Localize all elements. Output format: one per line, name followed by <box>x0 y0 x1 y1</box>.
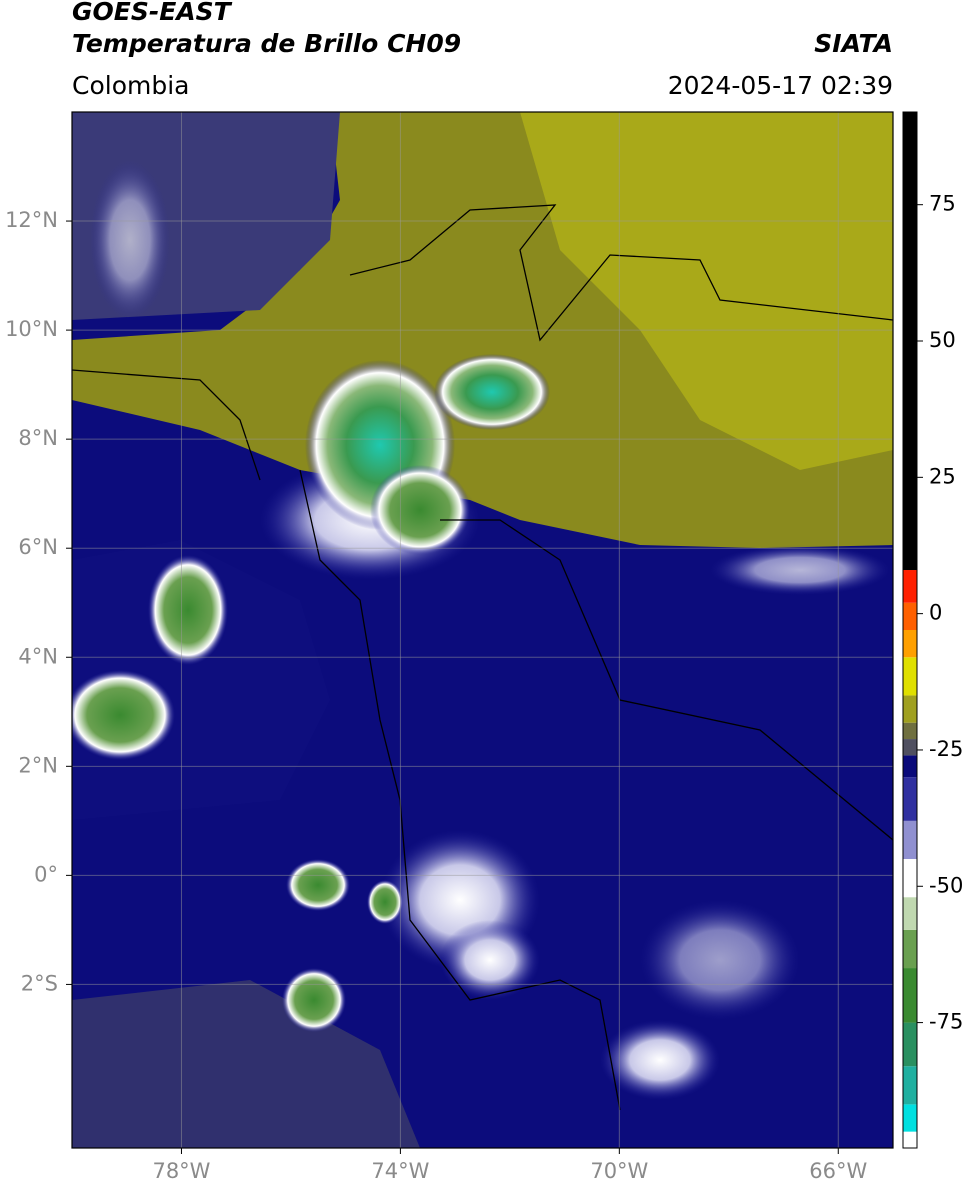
region: Colombia <box>72 71 189 100</box>
colorbar-segment <box>903 897 917 930</box>
x-tick-label: 74°W <box>371 1159 429 1183</box>
colorbar-frame <box>902 111 918 1149</box>
colorbar-segment <box>903 657 917 696</box>
colorbar-tick-label: -50 <box>929 873 963 897</box>
colorbar-tick-label: -25 <box>929 737 963 761</box>
colorbar-segment <box>903 1131 917 1148</box>
map-frame <box>71 111 894 1149</box>
colorbar-tick-label: 0 <box>929 601 942 625</box>
colorbar-tick-label: 75 <box>929 192 956 216</box>
colorbar-tick-label: -75 <box>929 1010 963 1034</box>
y-tick-label: 12°N <box>5 208 58 232</box>
colorbar-segment <box>903 777 917 821</box>
grid <box>72 112 893 1148</box>
colorbar-segment <box>903 1066 917 1105</box>
y-tick-label: 6°N <box>18 535 58 559</box>
y-tick-label: 2°S <box>21 971 58 995</box>
colorbar-segment <box>903 929 917 969</box>
colorbar-segment <box>903 722 917 740</box>
colorbar-segment <box>903 1104 917 1132</box>
colorbar-segment <box>903 695 917 723</box>
colorbar-segment <box>903 630 917 658</box>
satellite-image <box>72 112 893 1148</box>
y-tick-label: 0° <box>34 862 58 886</box>
x-tick-label: 78°W <box>152 1159 210 1183</box>
colorbar-segment <box>903 1022 917 1067</box>
source: SIATA <box>814 29 893 58</box>
datetime: 2024-05-17 02:39 <box>668 71 893 100</box>
y-tick-label: 10°N <box>5 317 58 341</box>
colorbar-segment <box>903 968 917 1023</box>
colorbar-segment <box>903 602 917 630</box>
y-tick-label: 4°N <box>18 644 58 668</box>
colorbar: 75 50 25 0 -25 -50 -75 <box>902 111 963 1149</box>
y-tick-label: 8°N <box>18 426 58 450</box>
y-tick-label: 2°N <box>18 753 58 777</box>
colorbar-segment <box>903 859 917 898</box>
colorbar-segment <box>903 570 917 603</box>
colorbar-tick-label: 25 <box>929 464 956 488</box>
colorbar-tick-label: 50 <box>929 328 956 352</box>
colorbar-segment <box>903 820 917 860</box>
colorbar-segment <box>903 112 917 571</box>
x-tick-label: 66°W <box>809 1159 867 1183</box>
subtitle: Temperatura de Brillo CH09 <box>72 29 461 58</box>
colorbar-segment <box>903 739 917 756</box>
colorbar-segment <box>903 755 917 778</box>
x-tick-label: 70°W <box>590 1159 648 1183</box>
title: GOES-EAST <box>72 0 233 26</box>
